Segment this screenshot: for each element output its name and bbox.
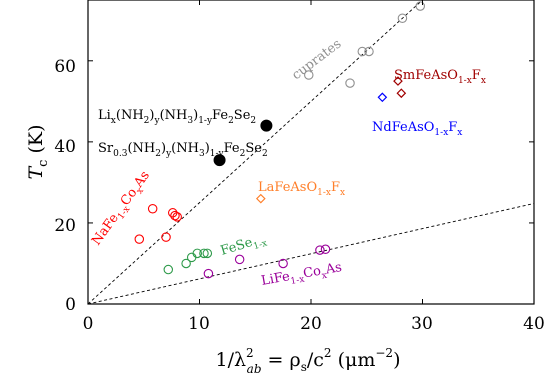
reference-line <box>87 203 535 305</box>
data-point <box>134 234 145 244</box>
x-tick-label: 0 <box>83 314 94 334</box>
data-point <box>186 252 197 263</box>
x-axis-title: 1/λ2 ab = ρs/c2 (μm−2) <box>215 346 400 376</box>
lifecoas-label: LiFe1-xCoxAs <box>260 260 343 292</box>
data-point <box>357 46 368 57</box>
data-point <box>415 1 426 11</box>
data-point <box>147 203 158 214</box>
data-point <box>377 92 388 103</box>
ndfeaso-label: NdFeAsO1-xFx <box>372 120 462 138</box>
y-tick-label: 40 <box>54 137 76 157</box>
data-point <box>192 248 203 259</box>
data-point <box>364 46 374 57</box>
data-point <box>234 254 245 265</box>
lixnh2-label: Lix(NH2)y(NH3)1-yFe2Se2 <box>98 108 256 126</box>
y-axis-title: Tc (K) <box>25 124 51 179</box>
data-point <box>345 78 355 88</box>
data-point <box>163 264 174 275</box>
data-point <box>170 210 180 221</box>
data-point <box>260 119 273 132</box>
data-point <box>393 76 403 86</box>
data-point <box>255 193 266 204</box>
data-point <box>181 258 191 269</box>
data-point <box>213 154 226 167</box>
data-point <box>304 70 314 80</box>
sr03-label: Sr0.3(NH2)y(NH3)1-yFe2Se2 <box>98 141 268 159</box>
x-tick-label: 40 <box>523 314 545 334</box>
lafeaso-label: LaFeAsO1-xFx <box>258 180 345 198</box>
x-tick-label: 30 <box>411 314 433 334</box>
smfeaso-label: SmFeAsO1-xFx <box>394 68 486 86</box>
data-point <box>172 212 182 222</box>
data-point <box>203 268 214 279</box>
data-point <box>315 245 325 255</box>
x-tick-label: 20 <box>300 314 322 334</box>
x-tick-label: 10 <box>188 314 210 334</box>
y-tick-label: 0 <box>65 295 76 315</box>
data-point <box>396 88 407 99</box>
data-point <box>397 13 408 23</box>
data-point <box>161 232 171 242</box>
data-point <box>278 258 288 269</box>
data-points <box>134 1 426 279</box>
axis-ticks <box>87 0 535 305</box>
data-point <box>202 248 213 259</box>
y-tick-label: 20 <box>54 216 76 236</box>
data-point <box>199 248 209 259</box>
data-point <box>320 244 331 255</box>
nafecoas-label: NaFe1-xCoxAs <box>89 168 155 250</box>
cuprates-label: cuprates <box>289 37 344 84</box>
y-tick-label: 60 <box>54 57 76 77</box>
